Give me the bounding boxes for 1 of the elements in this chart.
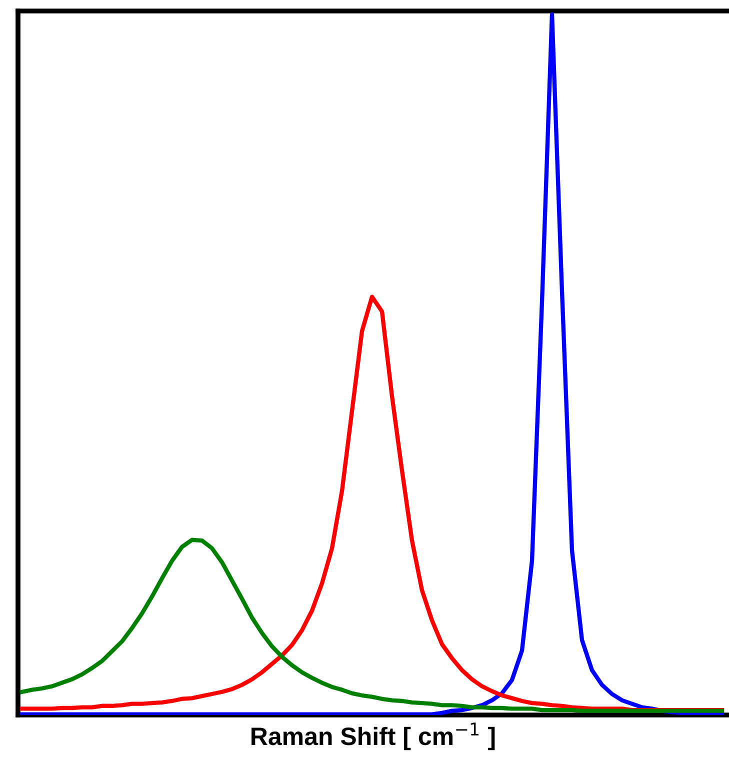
x-axis-title: Raman Shift [ cm$^{−1}$ ] (252, 722, 495, 750)
